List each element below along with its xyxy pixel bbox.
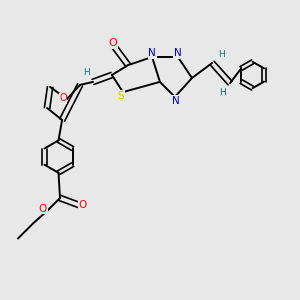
Text: O: O — [39, 204, 47, 214]
Text: H: H — [218, 50, 224, 59]
Text: O: O — [78, 200, 87, 211]
Text: O: O — [59, 93, 67, 103]
Text: N: N — [172, 96, 179, 106]
Text: N: N — [148, 48, 156, 58]
Text: H: H — [219, 88, 226, 97]
Text: S: S — [118, 91, 124, 101]
Text: H: H — [83, 68, 89, 77]
Text: O: O — [109, 38, 118, 48]
Text: N: N — [174, 48, 182, 58]
